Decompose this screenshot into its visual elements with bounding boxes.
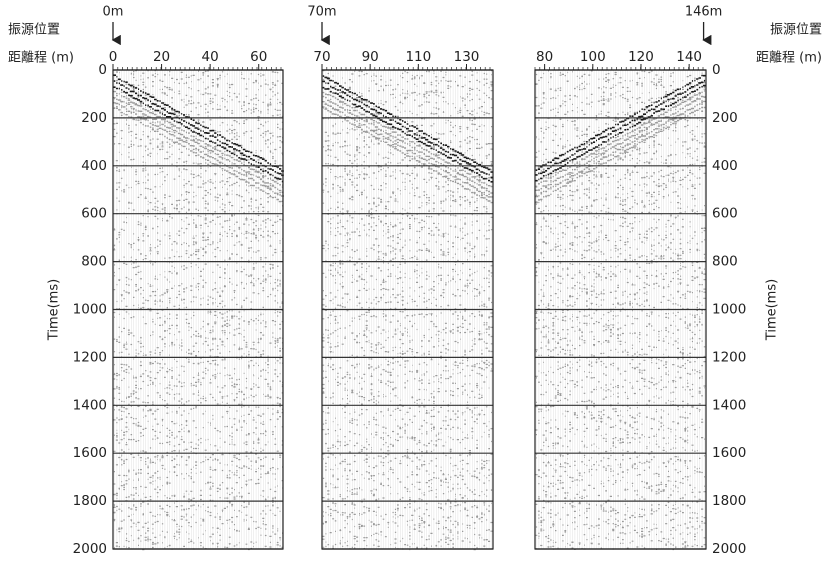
header-label: 振源位置 — [770, 23, 822, 38]
y-axis-title: Time(ms) — [765, 279, 780, 341]
y-tick-label: 600 — [81, 206, 107, 222]
x-tick-label: 70 — [313, 49, 330, 65]
x-tick-label: 100 — [580, 49, 606, 65]
header-label: 振源位置 — [8, 23, 60, 38]
source-label: 146m — [685, 5, 722, 20]
y-tick-label: 0 — [98, 62, 107, 78]
plot-frame — [321, 69, 494, 550]
trace-texture — [113, 74, 284, 183]
plot-frame — [534, 69, 707, 550]
trace-texture — [113, 70, 284, 551]
trace-texture — [535, 70, 706, 551]
x-tick-label: 60 — [250, 49, 267, 65]
y-tick-label: 0 — [712, 62, 721, 78]
y-tick-label: 1000 — [73, 302, 107, 318]
x-tick-label: 0 — [109, 49, 118, 65]
y-axis-title: Time(ms) — [47, 279, 62, 341]
y-tick-label: 1200 — [73, 349, 107, 365]
y-tick-label: 200 — [712, 110, 738, 126]
trace-texture — [322, 75, 493, 183]
header-label: 距離程 (m) — [756, 51, 822, 66]
y-tick-label: 1800 — [712, 493, 746, 509]
y-tick-label: 400 — [712, 158, 738, 174]
y-tick-label: 800 — [81, 254, 107, 270]
y-tick-label: 1000 — [712, 302, 746, 318]
y-tick-label: 200 — [81, 110, 107, 126]
y-tick-label: 1200 — [712, 349, 746, 365]
x-tick-label: 130 — [454, 49, 480, 65]
x-tick-label: 80 — [536, 49, 553, 65]
source-label: 70m — [307, 5, 336, 20]
y-tick-label: 2000 — [73, 541, 107, 557]
y-tick-label: 800 — [712, 254, 738, 270]
y-tick-label: 1400 — [712, 397, 746, 413]
trace-texture — [535, 74, 706, 182]
x-tick-label: 110 — [405, 49, 431, 65]
x-tick-label: 90 — [362, 49, 379, 65]
header-label: 距離程 (m) — [8, 51, 74, 66]
y-tick-label: 1800 — [73, 493, 107, 509]
source-label: 0m — [103, 5, 124, 20]
y-tick-label: 1600 — [73, 445, 107, 461]
y-tick-label: 1600 — [712, 445, 746, 461]
plot-frame — [112, 69, 284, 550]
x-tick-label: 140 — [676, 49, 702, 65]
y-tick-label: 2000 — [712, 541, 746, 557]
y-tick-label: 1400 — [73, 397, 107, 413]
x-tick-label: 20 — [153, 49, 170, 65]
y-tick-label: 400 — [81, 158, 107, 174]
x-tick-label: 40 — [202, 49, 219, 65]
x-tick-label: 120 — [628, 49, 654, 65]
y-tick-label: 600 — [712, 206, 738, 222]
